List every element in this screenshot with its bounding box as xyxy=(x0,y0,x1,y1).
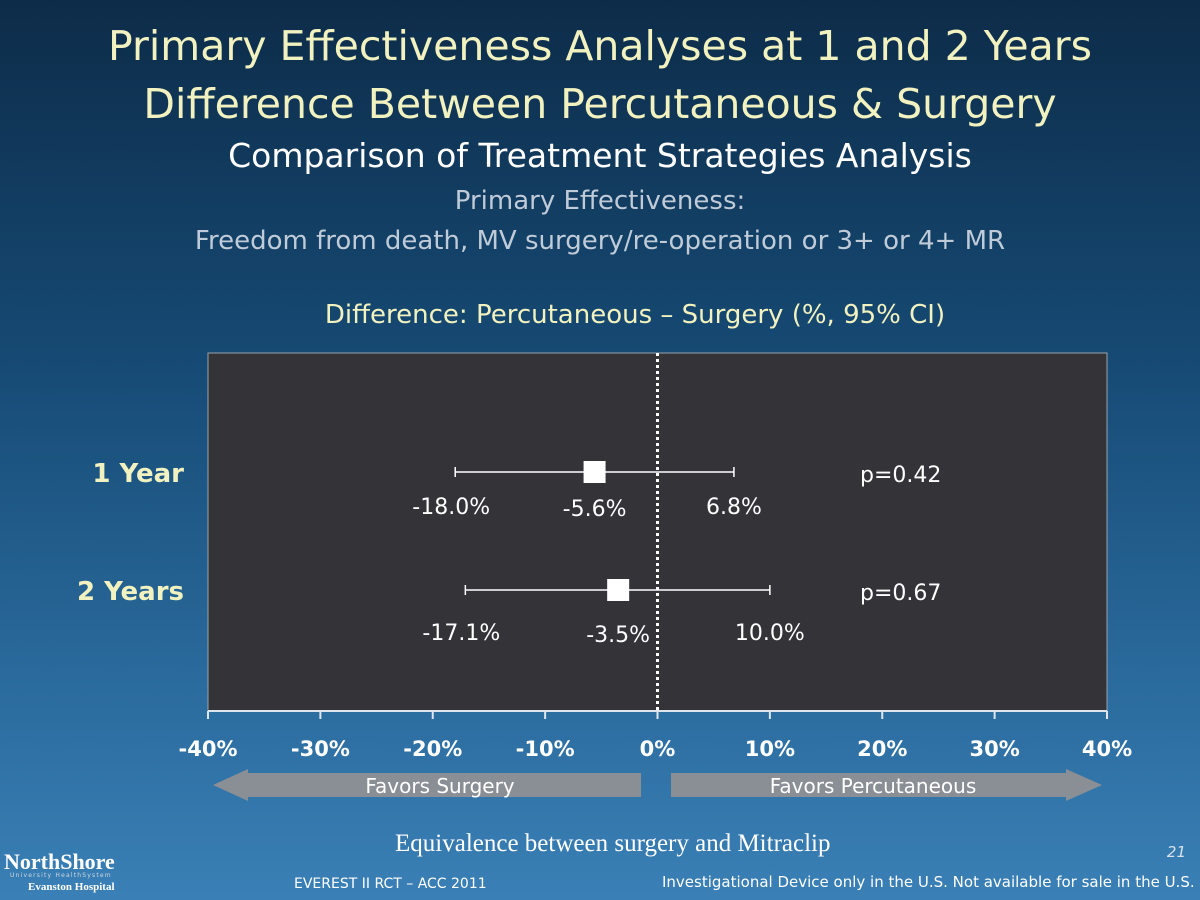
ci-lower-label: -18.0% xyxy=(412,495,490,520)
logo-hospital: Evanston Hospital xyxy=(28,881,115,893)
x-tick-label: -20% xyxy=(403,737,462,761)
x-tick-label: 20% xyxy=(857,737,907,761)
row-label: 2 Years xyxy=(77,577,184,607)
estimate-label: -5.6% xyxy=(563,497,627,522)
x-tick-label: 30% xyxy=(969,737,1019,761)
favors-surgery-label: Favors Surgery xyxy=(365,774,514,798)
ci-upper-label: 6.8% xyxy=(706,495,762,520)
x-tick-label: 0% xyxy=(640,737,676,761)
chart-title: Difference: Percutaneous – Surgery (%, 9… xyxy=(324,300,946,330)
ci-upper-label: 10.0% xyxy=(735,621,805,646)
point-estimate-marker xyxy=(607,579,630,601)
logo-name: NorthShore xyxy=(4,849,115,874)
x-tick-label: 10% xyxy=(745,737,795,761)
slide-title-line-2: Difference Between Percutaneous & Surger… xyxy=(143,80,1057,128)
primary-effectiveness-label: Primary Effectiveness: xyxy=(454,186,746,216)
caption: Equivalence between surgery and Mitracli… xyxy=(395,830,831,857)
footer-study-label: EVEREST II RCT – ACC 2011 xyxy=(294,876,487,892)
favors-surgery-arrow xyxy=(213,769,641,801)
primary-effectiveness-definition: Freedom from death, MV surgery/re-operat… xyxy=(194,226,1006,256)
x-tick-label: -30% xyxy=(291,737,350,761)
x-tick-label: -10% xyxy=(516,737,575,761)
row-label: 1 Year xyxy=(92,459,184,489)
plot-panel xyxy=(207,352,1108,712)
slide-title-line-1: Primary Effectiveness Analyses at 1 and … xyxy=(108,22,1092,70)
x-tick-label: -40% xyxy=(179,737,238,761)
favors-percutaneous-label: Favors Percutaneous xyxy=(770,774,977,798)
x-tick-label: 40% xyxy=(1082,737,1132,761)
estimate-label: -3.5% xyxy=(586,623,650,648)
footer-disclaimer: Investigational Device only in the U.S. … xyxy=(662,873,1195,891)
p-value-label: p=0.67 xyxy=(860,581,941,606)
northshore-logo: NorthShore University HealthSystem Evans… xyxy=(4,849,154,896)
logo-tagline: University HealthSystem xyxy=(10,872,112,879)
favors-percutaneous-arrow xyxy=(671,769,1102,801)
slide-number: 21 xyxy=(1166,843,1186,861)
ci-lower-label: -17.1% xyxy=(422,621,500,646)
slide-subtitle: Comparison of Treatment Strategies Analy… xyxy=(228,136,972,175)
p-value-label: p=0.42 xyxy=(860,463,941,488)
point-estimate-marker xyxy=(583,461,606,483)
